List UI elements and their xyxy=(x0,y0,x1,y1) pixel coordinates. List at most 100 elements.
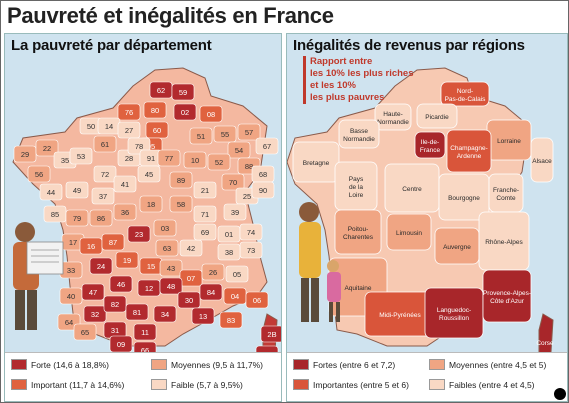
legend-item-important: Importantes (entre 5 et 6) xyxy=(293,379,409,391)
poverty-legend: Forte (14,6 à 18,8%) Important (11,7 à 1… xyxy=(5,352,281,401)
poverty-map-panel: 62 59 80 02 08 76 60 50 14 27 95 51 55 57 67 54 88 29 22 35… xyxy=(4,33,282,402)
department-10 xyxy=(183,151,207,169)
department-06 xyxy=(245,291,269,309)
legend-item-low: Faibles (entre 4 et 4,5) xyxy=(429,379,535,391)
region-label: Rhône-Alpes xyxy=(485,239,523,246)
department-label-02: 02 xyxy=(181,108,189,117)
region-label: Bretagne xyxy=(303,160,330,167)
department-label-70: 70 xyxy=(229,178,237,187)
department-label-61: 61 xyxy=(101,140,109,149)
department-46 xyxy=(109,275,133,293)
legend-swatch xyxy=(151,379,167,391)
department-label-11: 11 xyxy=(141,328,149,337)
legend-swatch xyxy=(429,359,445,371)
legend-swatch xyxy=(151,359,167,371)
department-label-36: 36 xyxy=(121,208,129,217)
region-basse-normandie xyxy=(338,119,380,149)
region-label: Franche-Comte xyxy=(493,187,519,202)
department-label-49: 49 xyxy=(73,186,81,195)
department-24 xyxy=(89,257,113,275)
department-label-91: 91 xyxy=(147,154,155,163)
department-53 xyxy=(69,147,93,165)
department-label-35: 35 xyxy=(61,156,69,165)
department-37 xyxy=(91,187,115,205)
department-41 xyxy=(113,175,137,193)
department-label-29: 29 xyxy=(21,150,29,159)
department-label-16: 16 xyxy=(87,242,95,251)
department-52 xyxy=(207,153,231,171)
legend-item-important: Important (11,7 à 14,6%) xyxy=(11,379,124,391)
region-label: Haute-Normandie xyxy=(377,111,409,126)
department-label-71: 71 xyxy=(201,210,209,219)
department-label-08: 08 xyxy=(207,110,215,119)
department-87 xyxy=(101,233,125,251)
department-03 xyxy=(153,219,177,237)
department-label-86: 86 xyxy=(97,214,105,223)
region-label: Midi-Pyrénées xyxy=(379,312,421,319)
department-label-65: 65 xyxy=(81,328,89,337)
department-label-43: 43 xyxy=(167,264,175,273)
main-title: Pauvreté et inégalités en France xyxy=(7,3,334,28)
publisher-logo xyxy=(554,388,566,400)
department-label-74: 74 xyxy=(247,228,255,237)
region-champagne-ardenne xyxy=(446,129,492,173)
region-picardie xyxy=(416,103,458,129)
department-label-87: 87 xyxy=(109,238,117,247)
department-label-31: 31 xyxy=(111,326,119,335)
department-label-67: 67 xyxy=(263,142,271,151)
department-18 xyxy=(139,195,163,213)
department-label-26: 26 xyxy=(209,268,217,277)
department-label-32: 32 xyxy=(91,310,99,319)
region-label: Centre xyxy=(402,186,422,193)
department-49 xyxy=(65,181,89,199)
reader-figure xyxy=(13,222,64,330)
region-limousin xyxy=(386,213,432,251)
poverty-map-title: La pauvreté par département xyxy=(11,37,212,54)
department-label-60: 60 xyxy=(153,126,161,135)
department-43 xyxy=(159,259,183,277)
department-47 xyxy=(81,283,105,301)
department-label-80: 80 xyxy=(151,106,159,115)
region-label: Picardie xyxy=(425,114,449,121)
department-label-07: 07 xyxy=(187,274,195,283)
department-label-13: 13 xyxy=(199,312,207,321)
department-label-82: 82 xyxy=(111,300,119,309)
department-label-09: 09 xyxy=(117,340,125,349)
department-48 xyxy=(159,277,183,295)
department-label-58: 58 xyxy=(177,200,185,209)
department-label-51: 51 xyxy=(197,132,205,141)
department-70 xyxy=(221,173,245,191)
department-label-73: 73 xyxy=(247,246,255,255)
department-label-89: 89 xyxy=(177,176,185,185)
legend-item-medium: Moyennes (9,5 à 11,7%) xyxy=(151,359,263,371)
department-label-30: 30 xyxy=(185,296,193,305)
region-poitou-charentes xyxy=(334,209,382,255)
department-57 xyxy=(237,123,261,141)
region-map: Nord-Pas-de-Calais Haute-Normandie Picardi… xyxy=(287,67,554,366)
department-label-63: 63 xyxy=(163,244,171,253)
department-label-56: 56 xyxy=(35,170,43,179)
department-label-84: 84 xyxy=(207,288,215,297)
department-label-81: 81 xyxy=(133,308,141,317)
legend-item-low: Faible (5,7 à 9,5%) xyxy=(151,379,243,391)
department-82 xyxy=(103,295,127,313)
department-76 xyxy=(117,103,141,121)
department-90 xyxy=(251,181,275,199)
department-label-77: 77 xyxy=(165,154,173,163)
department-label-41: 41 xyxy=(121,180,129,189)
region-label: Languedoc-Roussillon xyxy=(437,307,471,322)
department-86 xyxy=(89,209,113,227)
department-label-34: 34 xyxy=(161,310,169,319)
legend-item-strong: Forte (14,6 à 18,8%) xyxy=(11,359,109,371)
department-label-39: 39 xyxy=(231,208,239,217)
region-label: Poitou-Charentes xyxy=(343,226,374,241)
legend-item-medium: Moyennes (entre 4,5 et 5) xyxy=(429,359,546,371)
department-56 xyxy=(27,165,51,183)
department-label-18: 18 xyxy=(147,200,155,209)
legend-swatch xyxy=(429,379,445,391)
department-label-06: 06 xyxy=(253,296,261,305)
department-39 xyxy=(223,203,247,221)
department-69 xyxy=(193,223,217,241)
